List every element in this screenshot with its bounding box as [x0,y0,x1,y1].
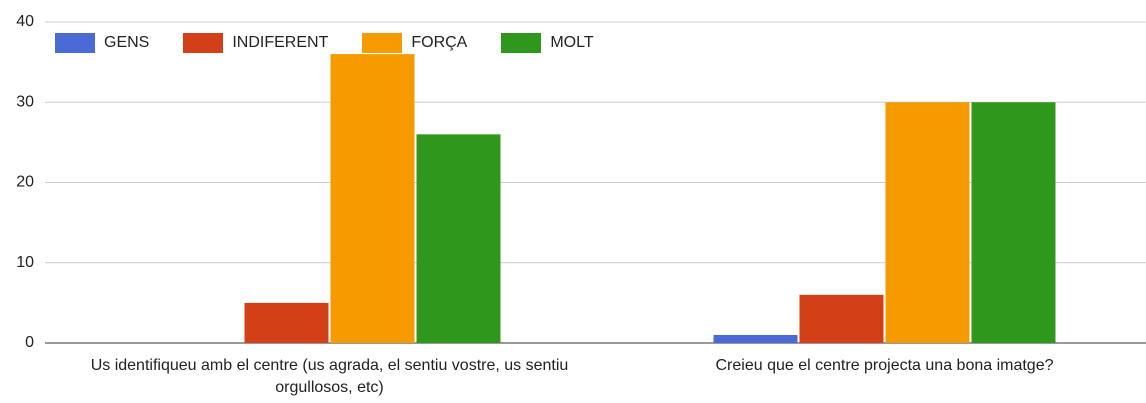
y-tick-label: 0 [25,334,34,351]
legend-swatch [501,33,542,53]
legend-swatch [362,33,403,53]
x-tick-label: Us identifiqueu amb el centre (us agrada… [90,357,569,396]
legend-item: FORÇA [362,33,467,53]
legend-label: GENS [104,34,150,51]
legend-swatch [183,33,224,53]
y-tick-label: 10 [16,254,34,271]
y-tick-label: 40 [16,13,34,30]
bar [971,102,1056,343]
x-tick-label: Creieu que el centre projecta una bona i… [715,357,1054,374]
legend-item: GENS [55,33,149,53]
bar [244,302,329,343]
legend-swatch [55,33,95,53]
legend-item: MOLT [501,33,594,53]
legend-label: MOLT [550,34,594,51]
y-tick-label: 20 [16,174,34,191]
legend-label: INDIFERENT [232,34,329,51]
bar [416,134,501,343]
bar [885,102,970,343]
legend-label: FORÇA [411,34,468,51]
bar [330,54,415,343]
bar [713,334,798,343]
bar [799,294,884,343]
y-tick-label: 30 [16,93,34,110]
legend: GENS INDIFERENT FORÇA MOLT [55,33,594,53]
legend-item: INDIFERENT [183,33,328,53]
